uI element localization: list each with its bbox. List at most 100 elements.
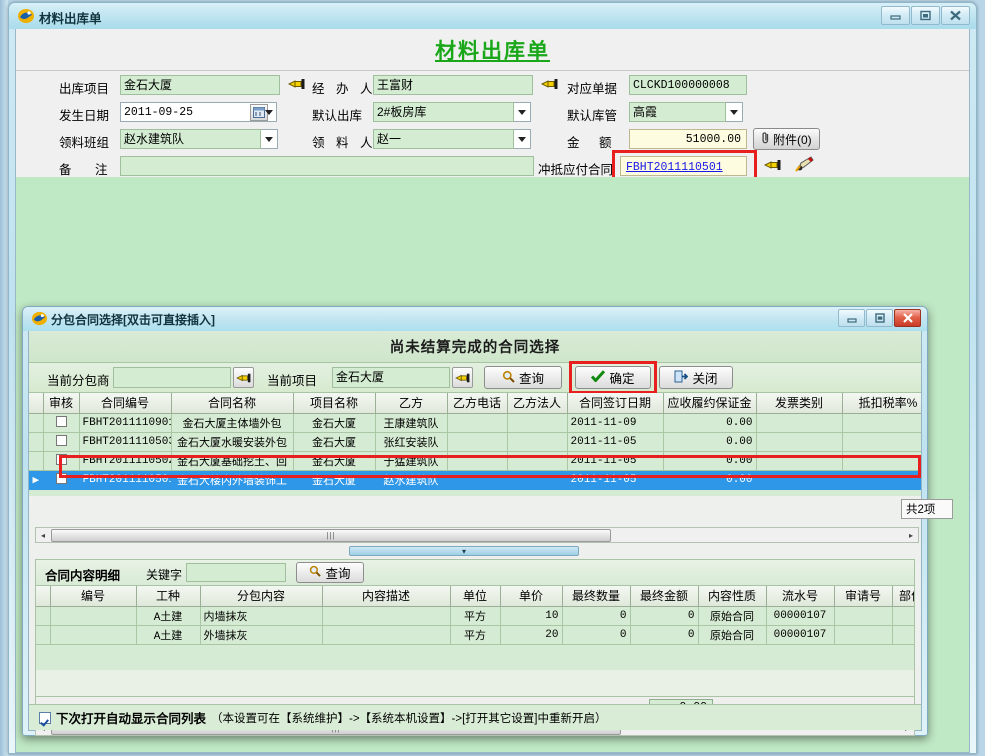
cell-content-desc[interactable] bbox=[321, 624, 451, 645]
cell-audit[interactable] bbox=[42, 469, 80, 490]
confirm-button[interactable]: 确定 bbox=[575, 366, 651, 389]
team-input[interactable]: 赵水建筑队 bbox=[120, 129, 261, 149]
hand-pick-icon[interactable] bbox=[233, 367, 254, 388]
table-row[interactable]: A土建 内墙抹灰 平方 10 0 0 原始合同 00000107 bbox=[36, 605, 914, 626]
cell-party-b-phone[interactable] bbox=[446, 469, 508, 490]
table-row[interactable]: FBHT2011110503 金石大厦水暖安装外包 金石大厦 张红安装队 201… bbox=[29, 431, 921, 452]
minimize-icon[interactable] bbox=[881, 6, 910, 25]
cell-audit[interactable] bbox=[42, 412, 80, 433]
cell-part-name[interactable] bbox=[891, 624, 914, 645]
col-contract-no[interactable]: 合同编号 bbox=[78, 393, 172, 414]
cell-application-no[interactable] bbox=[833, 624, 893, 645]
remark-input[interactable] bbox=[120, 156, 534, 176]
col-audit[interactable]: 审核 bbox=[42, 393, 80, 414]
col-party-b-phone[interactable]: 乙方电话 bbox=[446, 393, 508, 414]
pencil-edit-icon[interactable] bbox=[795, 155, 815, 176]
cell-deposit[interactable]: 0.00 bbox=[662, 412, 757, 433]
cell-number[interactable] bbox=[49, 605, 137, 626]
hand-pick-icon[interactable] bbox=[287, 77, 306, 94]
col-invoice-type[interactable]: 发票类别 bbox=[755, 393, 843, 414]
cell-party-b-legal[interactable] bbox=[506, 412, 568, 433]
subcontractor-input[interactable] bbox=[113, 367, 231, 388]
scroll-thumb[interactable]: ||| bbox=[51, 528, 611, 542]
current-project-input[interactable]: 金石大厦 bbox=[332, 367, 450, 388]
hand-pick-icon[interactable] bbox=[763, 158, 782, 175]
col-deposit[interactable]: 应收履约保证金 bbox=[662, 393, 757, 414]
panel-splitter[interactable]: ▾ bbox=[349, 546, 579, 556]
maximize-icon[interactable] bbox=[866, 309, 893, 327]
col-trade[interactable]: 工种 bbox=[135, 586, 201, 607]
cell-project-name[interactable]: 金石大厦 bbox=[292, 412, 376, 433]
related-doc-input[interactable]: CLCKD100000008 bbox=[629, 75, 747, 95]
cell-sub-content[interactable]: 外墙抹灰 bbox=[199, 624, 323, 645]
chevron-down-icon[interactable] bbox=[514, 102, 531, 122]
cell-project-name[interactable]: 金石大厦 bbox=[292, 431, 376, 452]
col-content-desc[interactable]: 内容描述 bbox=[321, 586, 451, 607]
dialog-titlebar[interactable]: 分包合同选择[双击可直接插入] bbox=[23, 307, 927, 331]
cell-trade[interactable]: A土建 bbox=[135, 624, 201, 645]
scroll-right-icon[interactable]: ▸ bbox=[908, 530, 913, 540]
cell-serial-no[interactable]: 00000107 bbox=[765, 605, 835, 626]
query-button[interactable]: 查询 bbox=[484, 366, 562, 389]
default-warehouse-input[interactable]: 2#板房库 bbox=[373, 102, 514, 122]
cell-invoice-type[interactable] bbox=[755, 412, 843, 433]
cell-contract-name[interactable]: 金石大厦主体墙外包 bbox=[170, 412, 294, 433]
out-project-input[interactable]: 金石大厦 bbox=[120, 75, 280, 95]
cell-invoice-type[interactable] bbox=[755, 469, 843, 490]
attachment-button[interactable]: 附件(0) bbox=[753, 128, 820, 150]
minimize-icon[interactable] bbox=[838, 309, 865, 327]
col-party-b[interactable]: 乙方 bbox=[374, 393, 448, 414]
cell-party-b-legal[interactable] bbox=[506, 431, 568, 452]
scroll-left-icon[interactable]: ◂ bbox=[40, 530, 45, 540]
contract-grid-hscrollbar[interactable]: ◂ ||| ▸ bbox=[35, 527, 919, 543]
hand-pick-icon[interactable] bbox=[452, 367, 473, 388]
detail-query-button[interactable]: 查询 bbox=[296, 562, 364, 583]
col-contract-name[interactable]: 合同名称 bbox=[170, 393, 294, 414]
col-final-amount[interactable]: 最终金额 bbox=[629, 586, 699, 607]
col-number[interactable]: 编号 bbox=[49, 586, 137, 607]
receiver-input[interactable]: 赵一 bbox=[373, 129, 514, 149]
cell-party-b[interactable]: 王康建筑队 bbox=[374, 412, 448, 433]
auto-show-checkbox[interactable] bbox=[39, 711, 51, 724]
cell-audit[interactable] bbox=[42, 431, 80, 452]
cell-content-nature[interactable]: 原始合同 bbox=[697, 624, 767, 645]
hand-pick-icon[interactable] bbox=[540, 77, 559, 94]
cell-sign-date[interactable]: 2011-11-09 bbox=[566, 412, 664, 433]
cell-party-b-phone[interactable] bbox=[446, 431, 508, 452]
offset-contract-input[interactable]: FBHT2011110501 bbox=[620, 156, 747, 176]
default-keeper-input[interactable]: 高霞 bbox=[629, 102, 726, 122]
cell-deposit[interactable]: 0.00 bbox=[662, 431, 757, 452]
cell-content-desc[interactable] bbox=[321, 605, 451, 626]
cell-tax-rate[interactable]: 0 bbox=[841, 469, 921, 490]
chevron-down-icon[interactable] bbox=[514, 129, 531, 149]
col-tax-rate[interactable]: 抵扣税率% bbox=[841, 393, 921, 414]
cell-application-no[interactable] bbox=[833, 605, 893, 626]
checkbox-unchecked-icon[interactable] bbox=[55, 415, 67, 427]
handler-input[interactable]: 王富财 bbox=[373, 75, 533, 95]
col-project-name[interactable]: 项目名称 bbox=[292, 393, 376, 414]
cell-final-amount[interactable]: 0 bbox=[629, 605, 699, 626]
col-sign-date[interactable]: 合同签订日期 bbox=[566, 393, 664, 414]
cell-number[interactable] bbox=[49, 624, 137, 645]
col-unit-price[interactable]: 单价 bbox=[499, 586, 563, 607]
cell-part-name[interactable] bbox=[891, 605, 914, 626]
close-dialog-button[interactable]: 关闭 bbox=[659, 366, 733, 389]
date-dropdown-arrow[interactable] bbox=[260, 102, 277, 122]
col-part-name[interactable]: 部位名称 bbox=[891, 586, 914, 607]
cell-party-b-phone[interactable] bbox=[446, 412, 508, 433]
cell-final-qty[interactable]: 0 bbox=[561, 605, 631, 626]
cell-content-nature[interactable]: 原始合同 bbox=[697, 605, 767, 626]
col-content-nature[interactable]: 内容性质 bbox=[697, 586, 767, 607]
cell-trade[interactable]: A土建 bbox=[135, 605, 201, 626]
cell-serial-no[interactable]: 00000107 bbox=[765, 624, 835, 645]
col-party-b-legal[interactable]: 乙方法人 bbox=[506, 393, 568, 414]
maximize-icon[interactable] bbox=[911, 6, 940, 25]
close-icon[interactable] bbox=[894, 309, 921, 327]
cell-sign-date[interactable]: 2011-11-05 bbox=[566, 431, 664, 452]
keyword-input[interactable] bbox=[186, 563, 286, 582]
col-sub-content[interactable]: 分包内容 bbox=[199, 586, 323, 607]
table-row[interactable]: FBHT2011110901 金石大厦主体墙外包 金石大厦 王康建筑队 2011… bbox=[29, 412, 921, 433]
chevron-down-icon[interactable] bbox=[726, 102, 743, 122]
table-row[interactable]: A土建 外墙抹灰 平方 20 0 0 原始合同 00000107 bbox=[36, 624, 914, 645]
col-serial-no[interactable]: 流水号 bbox=[765, 586, 835, 607]
